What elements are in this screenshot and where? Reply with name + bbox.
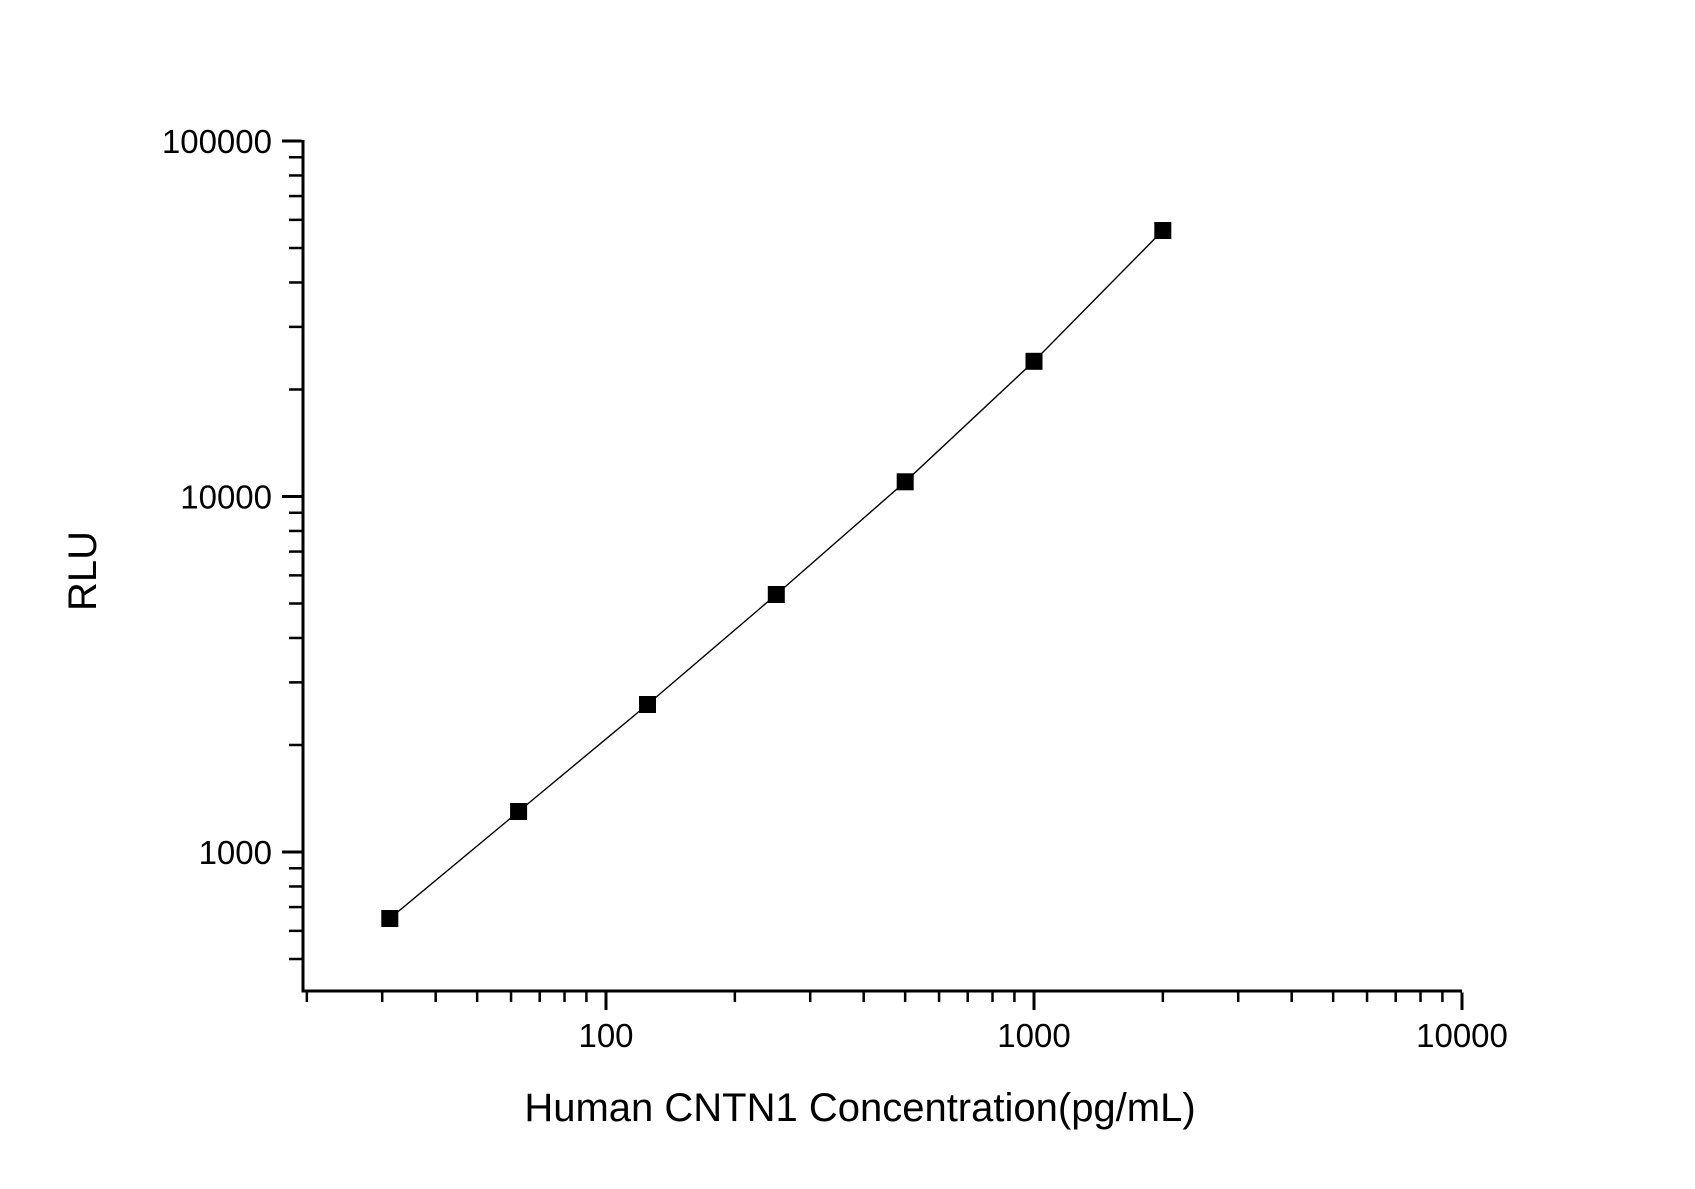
data-point-marker [381,910,399,927]
y-tick-label: 1000 [199,834,272,871]
ticks-layer: 100 1000 10000 1000 10000 100000 [162,123,1508,1054]
data-point-marker [767,586,785,603]
data-point-marker [1154,222,1172,239]
data-point-marker [896,473,914,491]
y-tick-label: 10000 [180,479,272,516]
x-tick-label: 10000 [1416,1017,1508,1054]
y-axis-title: RLU [61,531,105,611]
data-point-marker [510,803,528,820]
axes-layer [301,140,1462,993]
x-axis-title: Human CNTN1 Concentration(pg/mL) [524,1086,1195,1130]
data-point-marker [1025,352,1043,370]
data-point-marker [639,696,656,713]
x-tick-label: 1000 [997,1017,1070,1054]
series-layer [381,222,1172,927]
series-line [389,230,1164,920]
y-tick-label: 100000 [162,123,272,160]
x-tick-label: 100 [578,1017,633,1054]
